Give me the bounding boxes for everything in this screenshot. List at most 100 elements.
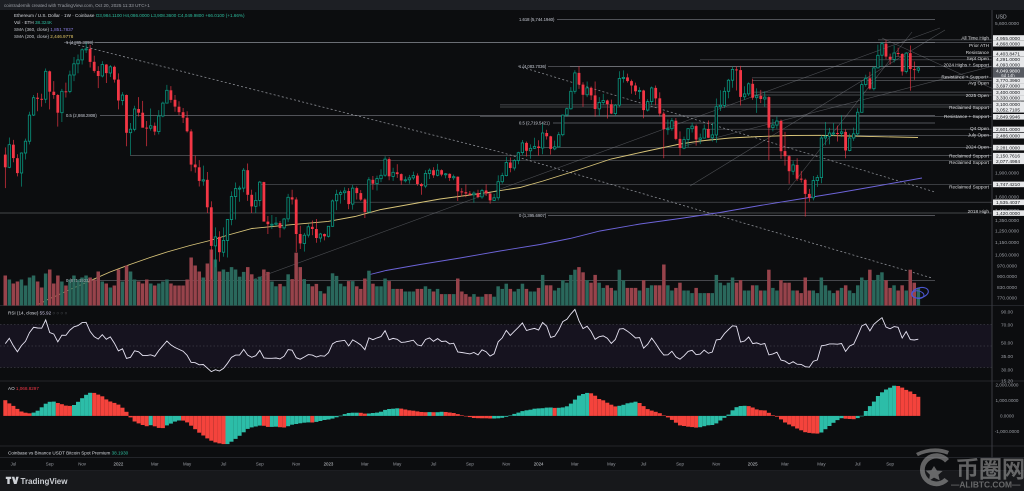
svg-text:cointradernik created with Tra: cointradernik created with TradingView.c…: [4, 3, 150, 8]
svg-text:0.0000: 0.0000: [1000, 414, 1014, 419]
svg-text:Nov: Nov: [712, 462, 721, 467]
svg-text:2024 Open: 2024 Open: [966, 145, 990, 150]
svg-text:Sept Open: Sept Open: [967, 56, 990, 61]
svg-text:Mar: Mar: [781, 462, 789, 467]
svg-text:35.00: 35.00: [1001, 354, 1013, 360]
svg-text:2025 Open: 2025 Open: [966, 93, 990, 98]
svg-text:Reclaimed Support: Reclaimed Support: [949, 185, 990, 190]
svg-text:0.5 (2,719.5421): 0.5 (2,719.5421): [519, 121, 550, 126]
svg-text:1,050.0000: 1,050.0000: [995, 253, 1019, 259]
svg-text:RSI (14, close) 55.92 ○ ○ ○ ○: RSI (14, close) 55.92 ○ ○ ○ ○: [8, 311, 68, 316]
svg-text:May: May: [393, 462, 402, 467]
svg-text:1,900.0000: 1,900.0000: [995, 171, 1019, 177]
svg-text:4,955.0000: 4,955.0000: [996, 36, 1020, 42]
svg-text:1.618 (5,744.1940): 1.618 (5,744.1940): [519, 17, 555, 22]
svg-text:Resistance: Resistance: [966, 50, 990, 55]
svg-text:Q4 Open: Q4 Open: [970, 126, 989, 131]
svg-text:Ethereum / U.S. Dollar · 1W ·: Ethereum / U.S. Dollar · 1W · Coinbase O…: [14, 13, 245, 18]
svg-text:3,330.0000: 3,330.0000: [996, 96, 1020, 102]
svg-text:90.00: 90.00: [1001, 309, 1013, 315]
svg-text:Sep: Sep: [256, 462, 264, 467]
svg-text:Nov: Nov: [502, 462, 511, 467]
svg-text:770.0000: 770.0000: [997, 296, 1017, 302]
svg-text:Resistance + Support: Resistance + Support: [944, 114, 990, 119]
svg-text:SMA (200, close) 2,446.9778: SMA (200, close) 2,446.9778: [14, 34, 74, 39]
svg-text:4,049.9800: 4,049.9800: [996, 68, 1020, 74]
svg-text:2,000.0000: 2,000.0000: [996, 383, 1019, 388]
svg-text:July Open: July Open: [968, 133, 989, 138]
svg-text:0.5 (2,719.5421): 0.5 (2,719.5421): [519, 121, 550, 126]
svg-text:Sep: Sep: [676, 462, 684, 467]
svg-text:1,350.0000: 1,350.0000: [995, 218, 1019, 224]
svg-text:1,000.0000: 1,000.0000: [996, 398, 1019, 403]
svg-text:Sep: Sep: [466, 462, 474, 467]
svg-text:0.5 (2,868.2808): 0.5 (2,868.2808): [66, 113, 97, 118]
svg-text:1,600.0000: 1,600.0000: [995, 194, 1019, 200]
svg-text:4,403.8471: 4,403.8471: [996, 51, 1020, 57]
svg-text:50.00: 50.00: [1001, 340, 1013, 346]
svg-text:Mar: Mar: [361, 462, 369, 467]
svg-text:4,868.0000: 4,868.0000: [996, 42, 1020, 48]
svg-text:Sep: Sep: [886, 462, 894, 467]
svg-text:3,100.0000: 3,100.0000: [996, 102, 1020, 108]
svg-text:TradingView: TradingView: [21, 477, 69, 486]
svg-text:Mar: Mar: [151, 462, 159, 467]
svg-text:1 (4,865.3098): 1 (4,865.3098): [66, 40, 94, 45]
svg-text:3,400.0000: 3,400.0000: [996, 90, 1020, 96]
svg-text:2,849.9946: 2,849.9946: [996, 115, 1020, 121]
svg-text:30.00: 30.00: [1001, 367, 1013, 373]
svg-text:Jul: Jul: [855, 462, 861, 467]
svg-text:2022: 2022: [114, 462, 124, 467]
svg-text:May: May: [183, 462, 192, 467]
svg-text:2024 Highs + Support: 2024 Highs + Support: [944, 62, 990, 67]
svg-text:4,093.0000: 4,093.0000: [996, 62, 1020, 68]
svg-text:1.618 (5,744.1940): 1.618 (5,744.1940): [519, 17, 555, 22]
svg-text:-1,000.0000: -1,000.0000: [995, 429, 1020, 434]
svg-text:4,291.0000: 4,291.0000: [996, 57, 1020, 63]
svg-text:6d 14h: 6d 14h: [1001, 73, 1015, 78]
svg-text:0.5 (2,868.2808): 0.5 (2,868.2808): [66, 113, 97, 118]
svg-text:1 (4,865.3098): 1 (4,865.3098): [66, 40, 94, 45]
svg-text:2024: 2024: [534, 462, 544, 467]
svg-text:0 (871.1933): 0 (871.1933): [66, 278, 90, 283]
svg-text:Nov: Nov: [292, 462, 301, 467]
svg-text:2,281.0000: 2,281.0000: [996, 145, 1020, 151]
svg-text:1,420.0000: 1,420.0000: [996, 211, 1020, 217]
svg-text:1,250.0000: 1,250.0000: [995, 229, 1019, 235]
svg-text:AO 1,068.8297: AO 1,068.8297: [8, 386, 39, 391]
svg-text:1,150.0000: 1,150.0000: [995, 240, 1019, 246]
svg-text:830.0000: 830.0000: [997, 285, 1017, 291]
svg-text:Nov: Nov: [78, 462, 87, 467]
svg-text:Resistance + Support+: Resistance + Support+: [941, 75, 989, 80]
svg-text:May: May: [607, 462, 616, 467]
svg-text:Reclaimed Support: Reclaimed Support: [949, 160, 990, 165]
svg-text:1 (4,083.7036): 1 (4,083.7036): [519, 64, 547, 69]
svg-text:Jul: Jul: [431, 462, 437, 467]
svg-text:2018 High: 2018 High: [968, 209, 990, 214]
svg-text:Coinbase vs Binance USDT Bitco: Coinbase vs Binance USDT Bitcoin Spot Pr…: [8, 451, 129, 456]
svg-text:All Time High: All Time High: [961, 36, 989, 41]
svg-text:1 (4,083.7036): 1 (4,083.7036): [519, 64, 547, 69]
svg-text:1,747.4210: 1,747.4210: [996, 182, 1020, 188]
svg-text:Jul: Jul: [641, 462, 647, 467]
svg-text:Jul: Jul: [11, 462, 17, 467]
svg-text:3,697.0000: 3,697.0000: [996, 84, 1020, 90]
svg-text:2023: 2023: [324, 462, 334, 467]
svg-text:USD: USD: [996, 15, 1007, 21]
svg-text:3,770.3960: 3,770.3960: [996, 78, 1020, 84]
svg-text:2,077.4984: 2,077.4984: [996, 159, 1020, 165]
svg-text:2,601.0000: 2,601.0000: [996, 127, 1020, 133]
svg-text:970.0000: 970.0000: [997, 264, 1017, 270]
svg-text:Vol · ETH 38.324K: Vol · ETH 38.324K: [14, 20, 53, 25]
svg-text:2,150.7616: 2,150.7616: [996, 154, 1020, 160]
svg-text:0 (1,395.6907): 0 (1,395.6907): [519, 213, 547, 218]
svg-text:0 (1,395.6907): 0 (1,395.6907): [519, 213, 547, 218]
svg-text:Reclaimed Support: Reclaimed Support: [949, 154, 990, 159]
svg-text:Mar: Mar: [571, 462, 579, 467]
svg-text:—ALIBTC.COM—: —ALIBTC.COM—: [951, 480, 1021, 490]
svg-text:900.0000: 900.0000: [997, 274, 1017, 280]
svg-text:Prior ATH: Prior ATH: [969, 43, 989, 48]
svg-text:5,600.0000: 5,600.0000: [995, 21, 1019, 27]
svg-text:70.00: 70.00: [1001, 322, 1013, 328]
svg-text:1,535.4037: 1,535.4037: [996, 200, 1020, 206]
